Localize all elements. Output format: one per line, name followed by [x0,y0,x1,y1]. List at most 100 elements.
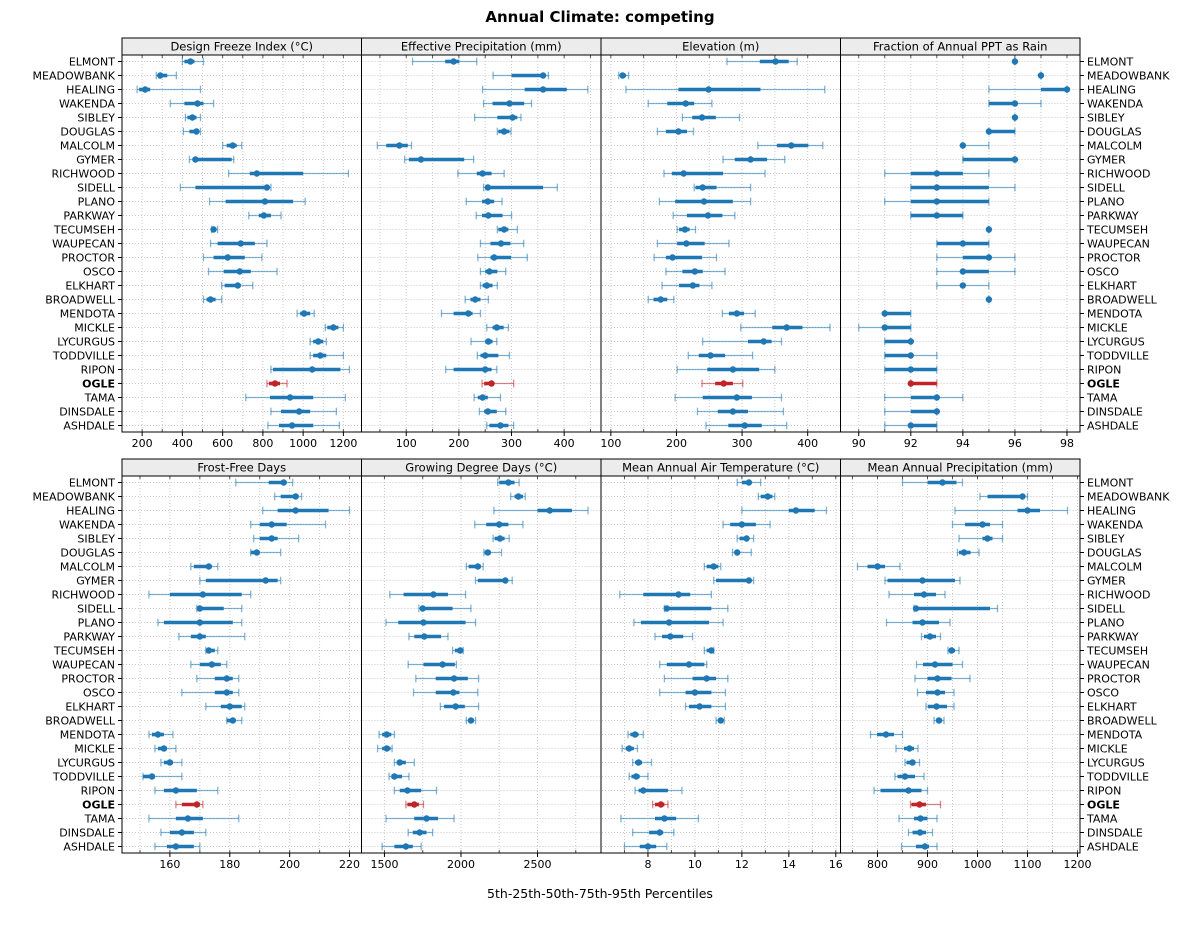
row-label-right: TECUMSEH [1086,223,1148,236]
percentile-row [481,85,589,94]
percentile-row [901,478,964,487]
row-label-right: RIPON [1087,363,1121,376]
percentile-row [464,295,490,304]
row-label-right: PROCTOR [1087,251,1141,264]
percentile-row [954,506,1069,515]
percentile-row [262,506,351,515]
row-label-left: DINSDALE [59,405,115,418]
percentile-row [199,576,282,585]
row-label-left: OSCO [83,686,115,699]
percentile-row [274,492,303,501]
percentile-row [684,702,727,711]
percentile-row [873,786,929,795]
percentile-row [486,323,510,332]
row-label-right: MENDOTA [1087,307,1143,320]
percentile-row [496,225,518,234]
percentile-row [196,674,240,683]
panel-design-freeze-index-c: 200 400 600 800 1000 1200 Design Freeze Index … [118,37,362,450]
percentile-row [324,323,345,332]
svg-text:94: 94 [956,437,970,450]
percentile-row [663,674,729,683]
percentile-row [266,379,288,388]
percentile-row [473,393,502,402]
percentile-row [618,71,630,80]
svg-text:98: 98 [1060,437,1074,450]
percentile-row [632,828,675,837]
percentile-row [621,744,639,753]
svg-text:Mean Annual Precipitation (mm): Mean Annual Precipitation (mm) [867,461,1053,475]
row-label-right: TAMA [1086,812,1118,825]
percentile-row [245,393,347,402]
row-label-right: PARKWAY [1087,209,1139,222]
percentile-row [184,113,202,122]
row-label-right: MALCOLM [1087,560,1142,573]
percentile-row [481,379,515,388]
percentile-row [653,253,718,262]
percentile-row [736,534,755,543]
row-label-left: MENDOTA [60,307,116,320]
row-label-left: DOUGLAS [60,546,115,559]
percentile-row [154,786,219,795]
percentile-row [496,127,512,136]
percentile-row [510,492,526,501]
row-label-right: PLANO [1087,195,1125,208]
percentile-row [385,618,477,627]
percentile-row [457,169,505,178]
panel-fraction-of-annual-ppt-as-rain: 90 92 94 96 98 Fraction of Annual PPT as Rain [840,37,1084,450]
percentile-row [659,688,727,697]
row-label-right: OSCO [1087,686,1119,699]
row-label-right: WAKENDA [1087,518,1143,531]
row-label-right: ELKHART [1087,700,1137,713]
svg-text:160: 160 [159,858,180,871]
percentile-row [228,169,350,178]
percentile-row [915,660,964,669]
svg-text:200: 200 [279,858,300,871]
svg-text:400: 400 [797,437,818,450]
row-label-right: WAKENDA [1087,97,1143,110]
row-label-left: PARKWAY [63,630,115,643]
percentile-row [933,716,945,725]
percentile-row [136,85,202,94]
percentile-row [936,281,990,290]
row-label-left: PARKWAY [63,209,115,222]
row-label-right: TECUMSEH [1086,644,1148,657]
percentile-row [665,267,726,276]
row-label-left: LYCURGUS [57,335,115,348]
percentile-row [856,562,901,571]
row-label-left: MEADOWBANK [33,69,116,82]
row-label-right: MEADOWBANK [1087,490,1170,503]
percentile-row [741,506,828,515]
percentile-row [188,155,235,164]
percentile-row [632,758,653,767]
percentile-row [656,239,730,248]
row-label-left: RICHWOOD [51,588,115,601]
percentile-row [465,716,477,725]
svg-text:800: 800 [867,858,888,871]
svg-text:Design Freeze Index (°C): Design Freeze Index (°C) [170,40,313,54]
percentile-row [250,548,282,557]
row-label-left: PROCTOR [61,251,115,264]
percentile-row [181,57,205,66]
percentile-row [492,71,550,80]
percentile-row [465,197,503,206]
percentile-row [652,800,669,809]
percentile-row [884,337,914,346]
percentile-row [381,842,422,851]
percentile-row [226,716,243,725]
percentile-row [985,295,993,304]
percentile-row [210,225,219,234]
svg-text:220: 220 [339,858,360,871]
svg-text:1100: 1100 [1014,858,1042,871]
percentile-row [148,730,174,739]
percentile-row [620,814,700,823]
row-label-left: TODDVILLE [52,770,115,783]
svg-text:1500: 1500 [370,858,398,871]
row-label-left: ASHDALE [63,419,115,432]
percentile-row [988,99,1042,108]
percentile-row [378,730,396,739]
row-label-left: MICKLE [74,742,115,755]
percentile-row [713,576,755,585]
percentile-row [909,800,942,809]
row-label-right: ELKHART [1087,279,1137,292]
percentile-row [721,309,756,318]
